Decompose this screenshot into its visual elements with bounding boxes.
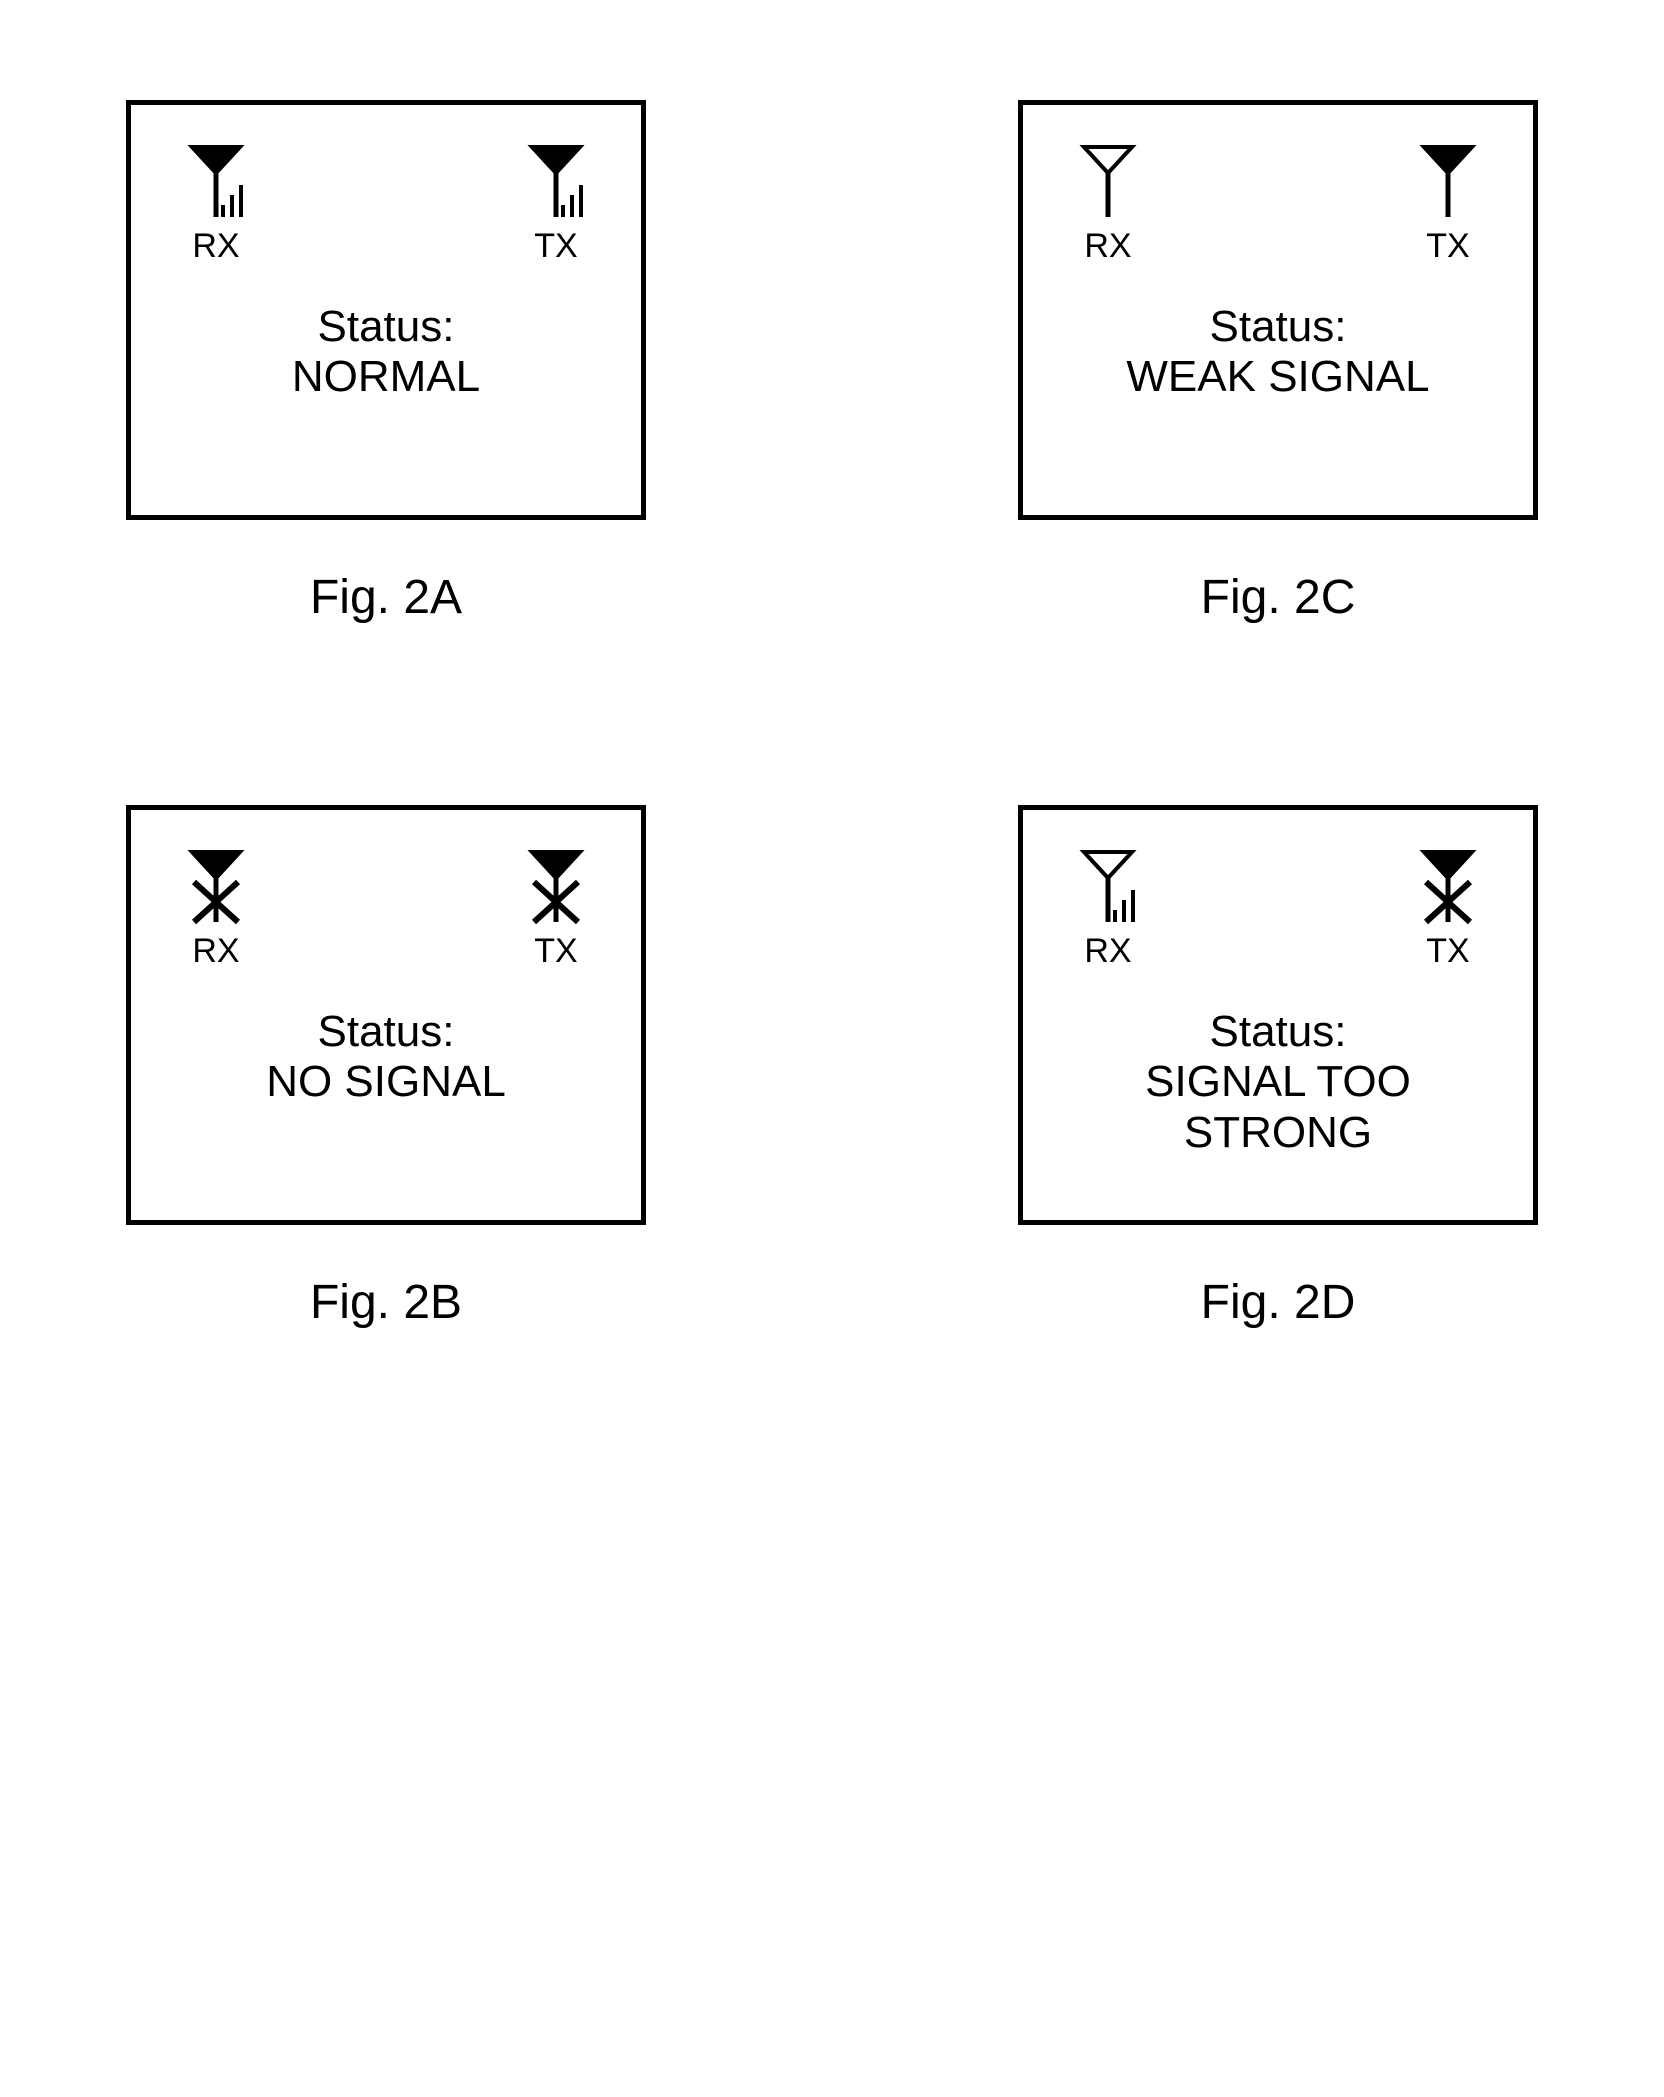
rx-antenna-icon (181, 850, 251, 928)
rx-label: RX (1084, 227, 1131, 266)
icon-row: RX TX (1023, 850, 1533, 971)
cell-fig-2D: RX TX Status: SIGNAL TOOSTRONG Fig. 2D (972, 805, 1584, 1330)
cell-fig-2A: RX TX Status: NORMAL Fig. 2A (80, 100, 692, 625)
rx-label: RX (192, 932, 239, 971)
rx-label: RX (192, 227, 239, 266)
tx-label: TX (1426, 227, 1469, 266)
rx-antenna-icon (181, 145, 251, 223)
tx-block: TX (1413, 850, 1483, 971)
tx-antenna-icon (521, 850, 591, 928)
rx-antenna-icon (1073, 145, 1143, 223)
status-value: NO SIGNAL (266, 1057, 506, 1108)
rx-block: RX (181, 850, 251, 971)
cell-fig-2C: RX TX Status: WEAK SIGNAL Fig. 2C (972, 100, 1584, 625)
figure-grid: RX TX Status: NORMAL Fig. 2A RX (40, 40, 1624, 1390)
rx-block: RX (1073, 850, 1143, 971)
tx-antenna-icon (521, 145, 591, 223)
rx-block: RX (181, 145, 251, 266)
panel-2A: RX TX Status: NORMAL (126, 100, 646, 520)
status-block: Status: WEAK SIGNAL (1126, 302, 1429, 403)
caption-2D: Fig. 2D (1201, 1275, 1356, 1330)
tx-block: TX (1413, 145, 1483, 266)
icon-row: RX TX (131, 850, 641, 971)
rx-block: RX (1073, 145, 1143, 266)
tx-block: TX (521, 145, 591, 266)
panel-2D: RX TX Status: SIGNAL TOOSTRONG (1018, 805, 1538, 1225)
tx-label: TX (1426, 932, 1469, 971)
status-label: Status: (1126, 302, 1429, 352)
tx-label: TX (534, 932, 577, 971)
status-label: Status: (1145, 1007, 1411, 1057)
caption-2B: Fig. 2B (310, 1275, 462, 1330)
status-value: SIGNAL TOOSTRONG (1145, 1057, 1411, 1158)
status-value: WEAK SIGNAL (1126, 352, 1429, 403)
rx-antenna-icon (1073, 850, 1143, 928)
icon-row: RX TX (131, 145, 641, 266)
tx-antenna-icon (1413, 850, 1483, 928)
status-block: Status: NO SIGNAL (266, 1007, 506, 1108)
status-block: Status: SIGNAL TOOSTRONG (1145, 1007, 1411, 1158)
rx-label: RX (1084, 932, 1131, 971)
cell-fig-2B: RX TX Status: NO SIGNAL Fig. 2B (80, 805, 692, 1330)
status-value: NORMAL (292, 352, 480, 403)
panel-2B: RX TX Status: NO SIGNAL (126, 805, 646, 1225)
icon-row: RX TX (1023, 145, 1533, 266)
panel-2C: RX TX Status: WEAK SIGNAL (1018, 100, 1538, 520)
tx-block: TX (521, 850, 591, 971)
caption-2A: Fig. 2A (310, 570, 462, 625)
status-label: Status: (266, 1007, 506, 1057)
tx-antenna-icon (1413, 145, 1483, 223)
caption-2C: Fig. 2C (1201, 570, 1356, 625)
tx-label: TX (534, 227, 577, 266)
status-block: Status: NORMAL (292, 302, 480, 403)
status-label: Status: (292, 302, 480, 352)
